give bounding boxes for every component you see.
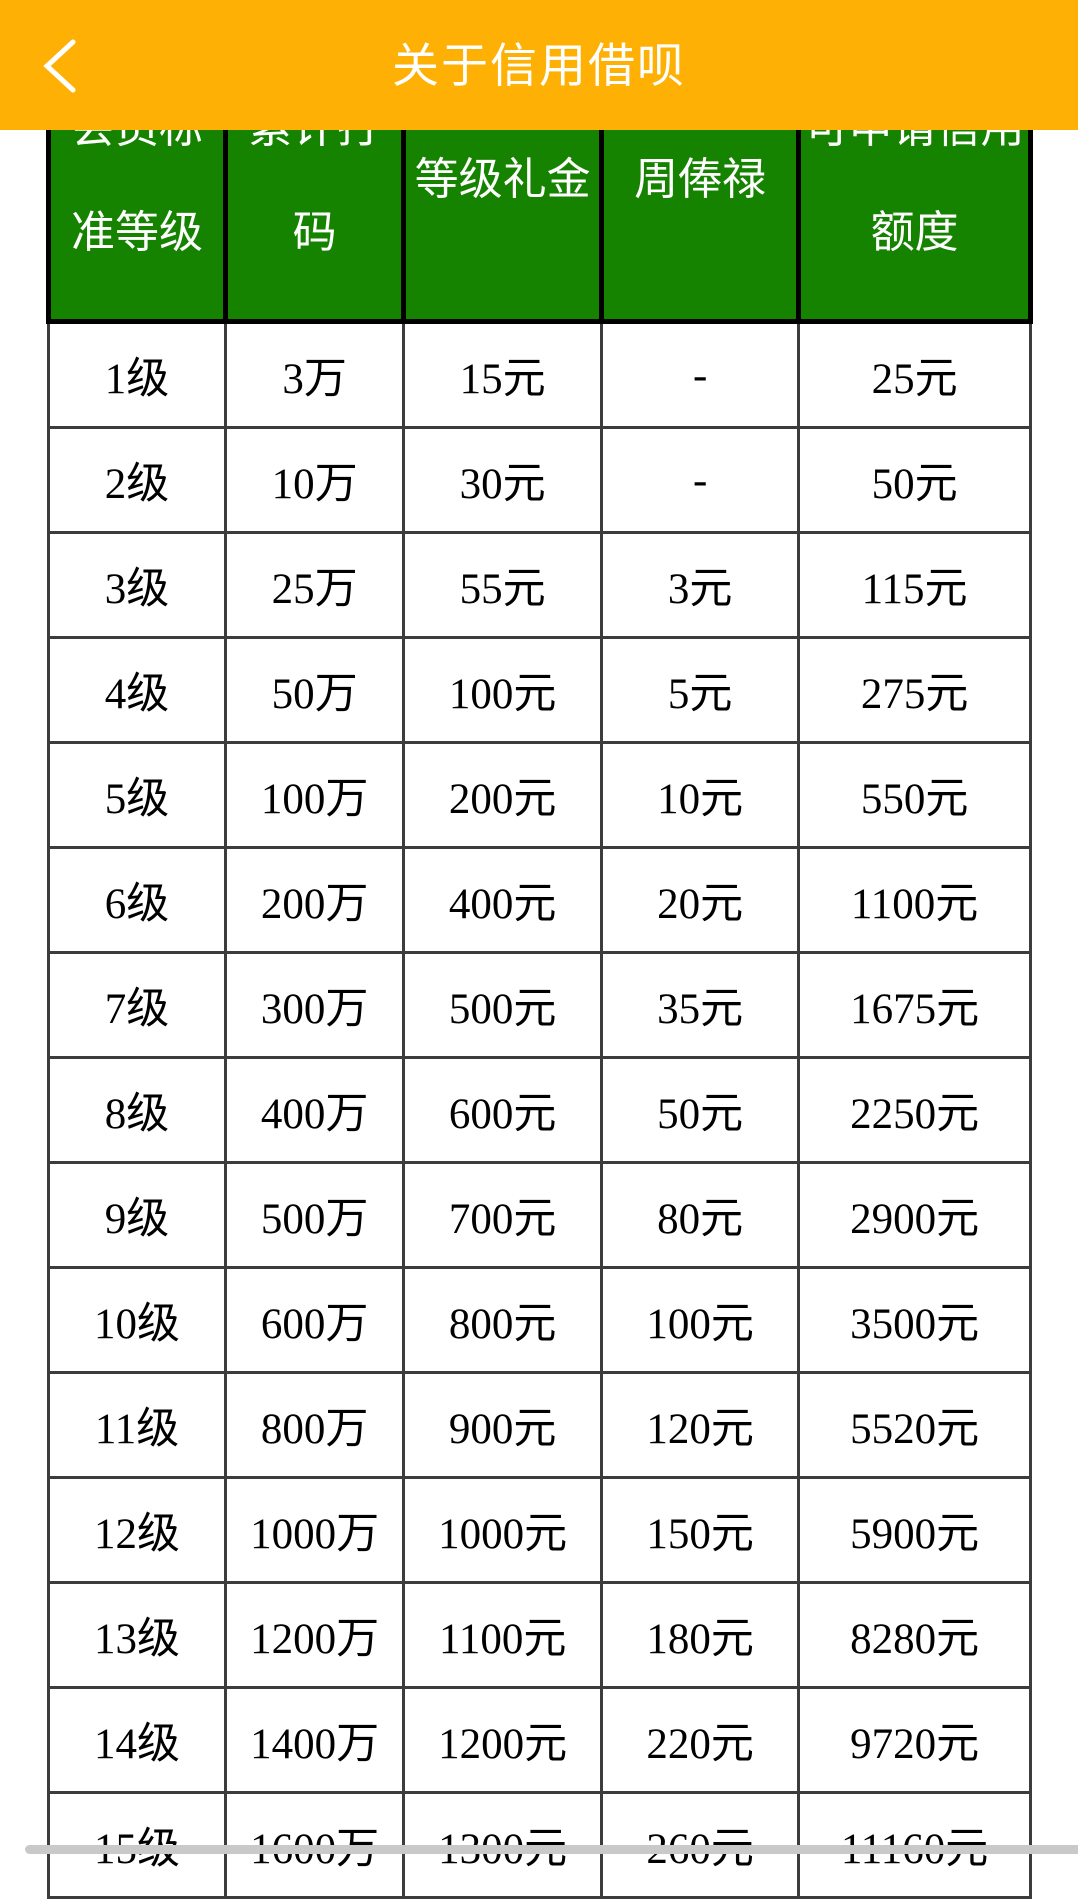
table-cell: 25元 — [797, 320, 1032, 429]
app-bar: 关于信用借呗 — [0, 0, 1078, 130]
table-cell: 500万 — [224, 1161, 406, 1269]
table-cell: 100元 — [402, 636, 604, 744]
table-cell: 400元 — [402, 846, 604, 954]
table-cell: 50元 — [797, 426, 1032, 534]
table-body: 1级 3万 15元 -25元 2级 10万 30元 -50元 3级 25万 55元 3元 115元 4级 5… — [46, 320, 1032, 1899]
table-cell: 1100元 — [402, 1581, 604, 1689]
header-line: 等级礼金 — [414, 155, 591, 204]
table-row: 5级 100万 200元 10元 550元 — [46, 741, 1032, 849]
table-cell: 800万 — [224, 1371, 406, 1479]
table-row: 6级 200万 400元 20元 1100元 — [46, 846, 1032, 954]
table-cell: 550元 — [797, 741, 1032, 849]
table-cell: 500元 — [402, 951, 604, 1059]
table-cell: 3元 — [600, 531, 801, 639]
table-cell: 150元 — [600, 1476, 801, 1584]
header-line: 周俸禄 — [634, 155, 767, 204]
table-cell: 600元 — [402, 1056, 604, 1164]
table-cell: 13级 — [46, 1581, 228, 1689]
table-row: 3级 25万 55元 3元 115元 — [46, 531, 1032, 639]
table-cell: 5级 — [46, 741, 228, 849]
table-cell: 15元 — [402, 320, 604, 429]
horizontal-scrollbar[interactable] — [25, 1845, 1078, 1854]
table-row: 11级 800万 900元 120元 5520元 — [46, 1371, 1032, 1479]
table-cell: 5元 — [600, 636, 801, 744]
table-cell: 50元 — [600, 1056, 801, 1164]
table-row: 12级 1000万 1000元 150元 5900元 — [46, 1476, 1032, 1584]
table-cell: 8280元 — [797, 1581, 1032, 1689]
table-cell: 9级 — [46, 1161, 228, 1269]
table-cell: 4级 — [46, 636, 228, 744]
table-cell: 1000元 — [402, 1476, 604, 1584]
table-row: 14级 1400万 1200元 220元 9720元 — [46, 1686, 1032, 1794]
table-cell: 10级 — [46, 1266, 228, 1374]
table-cell: 5900元 — [797, 1476, 1032, 1584]
table-cell: 100万 — [224, 741, 406, 849]
table-cell: 600万 — [224, 1266, 406, 1374]
header-line: 额度 — [870, 207, 959, 257]
table-cell: 2250元 — [797, 1056, 1032, 1164]
table-cell: 11级 — [46, 1371, 228, 1479]
table-cell: 3500元 — [797, 1266, 1032, 1374]
table-cell: - — [600, 320, 801, 429]
table-cell: 25万 — [224, 531, 406, 639]
table-cell: 100元 — [600, 1266, 801, 1374]
table-cell: 275元 — [797, 636, 1032, 744]
table-cell: 5520元 — [797, 1371, 1032, 1479]
table-cell: 120元 — [600, 1371, 801, 1479]
table-cell: 50万 — [224, 636, 406, 744]
table-cell: 30元 — [402, 426, 604, 534]
table-cell: - — [600, 426, 801, 534]
table-cell: 10元 — [600, 741, 801, 849]
table-cell: 900元 — [402, 1371, 604, 1479]
table-cell: 1200万 — [224, 1581, 406, 1689]
table-cell: 12级 — [46, 1476, 228, 1584]
table-cell: 220元 — [600, 1686, 801, 1794]
table-row: 10级 600万 800元 100元 3500元 — [46, 1266, 1032, 1374]
table-cell: 20元 — [600, 846, 801, 954]
table-cell: 400万 — [224, 1056, 406, 1164]
chevron-left-icon — [36, 39, 84, 93]
table-cell: 1000万 — [224, 1476, 406, 1584]
table-row: 1级 3万 15元 -25元 — [46, 320, 1032, 429]
table-row: 7级 300万 500元 35元 1675元 — [46, 951, 1032, 1059]
table-cell: 1675元 — [797, 951, 1032, 1059]
level-benefits-table: 会员标 准等级 累计打 码 等级礼金 周俸禄 可申请信用 额度 1 — [45, 35, 1033, 1899]
page-title: 关于信用借呗 — [392, 39, 686, 92]
table-row: 2级 10万 30元 -50元 — [46, 426, 1032, 534]
table-cell: 700元 — [402, 1161, 604, 1269]
header-line: 准等级 — [71, 207, 204, 257]
table-cell: 6级 — [46, 846, 228, 954]
table-cell: 1级 — [46, 320, 228, 429]
back-button[interactable] — [36, 34, 84, 98]
table-cell: 10万 — [224, 426, 406, 534]
table-cell: 55元 — [402, 531, 604, 639]
table-row: 8级 400万 600元 50元 2250元 — [46, 1056, 1032, 1164]
level-benefits-table-area: 会员标 准等级 累计打 码 等级礼金 周俸禄 可申请信用 额度 1 — [45, 35, 1033, 1899]
table-cell: 3万 — [224, 320, 406, 429]
table-cell: 7级 — [46, 951, 228, 1059]
table-cell: 1200元 — [402, 1686, 604, 1794]
table-cell: 300万 — [224, 951, 406, 1059]
table-cell: 800元 — [402, 1266, 604, 1374]
table-cell: 8级 — [46, 1056, 228, 1164]
table-cell: 1400万 — [224, 1686, 406, 1794]
header-line: 码 — [292, 207, 337, 257]
table-row: 4级 50万 100元 5元 275元 — [46, 636, 1032, 744]
table-cell: 35元 — [600, 951, 801, 1059]
table-cell: 80元 — [600, 1161, 801, 1269]
table-cell: 14级 — [46, 1686, 228, 1794]
table-cell: 180元 — [600, 1581, 801, 1689]
table-cell: 115元 — [797, 531, 1032, 639]
table-cell: 9720元 — [797, 1686, 1032, 1794]
table-cell: 3级 — [46, 531, 228, 639]
table-cell: 200万 — [224, 846, 406, 954]
table-row: 13级 1200万 1100元 180元 8280元 — [46, 1581, 1032, 1689]
table-cell: 2900元 — [797, 1161, 1032, 1269]
table-cell: 2级 — [46, 426, 228, 534]
table-cell: 200元 — [402, 741, 604, 849]
table-row: 9级 500万 700元 80元 2900元 — [46, 1161, 1032, 1269]
table-cell: 1100元 — [797, 846, 1032, 954]
